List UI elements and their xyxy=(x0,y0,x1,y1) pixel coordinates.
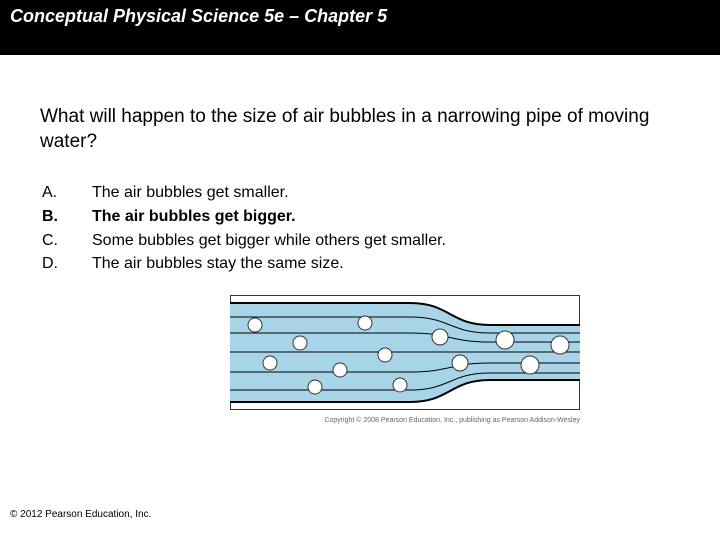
option-text: The air bubbles stay the same size. xyxy=(92,253,472,275)
option-row: D.The air bubbles stay the same size. xyxy=(42,253,680,275)
option-row: B.The air bubbles get bigger. xyxy=(42,206,680,228)
header-title: Conceptual Physical Science 5e – Chapter… xyxy=(10,6,387,26)
option-row: C.Some bubbles get bigger while others g… xyxy=(42,230,680,252)
option-text: Some bubbles get bigger while others get… xyxy=(92,230,472,252)
option-row: A.The air bubbles get smaller. xyxy=(42,182,680,204)
page-copyright: © 2012 Pearson Education, Inc. xyxy=(10,509,151,520)
option-letter: A. xyxy=(42,182,92,204)
header-bar: Conceptual Physical Science 5e – Chapter… xyxy=(0,0,720,55)
pipe-svg xyxy=(230,295,580,410)
option-text: The air bubbles get bigger. xyxy=(92,206,472,228)
options-list: A.The air bubbles get smaller.B.The air … xyxy=(42,182,680,274)
option-letter: C. xyxy=(42,230,92,252)
pipe-diagram: Copyright © 2008 Pearson Education, Inc.… xyxy=(230,295,680,424)
option-letter: D. xyxy=(42,253,92,275)
figure-copyright: Copyright © 2008 Pearson Education, Inc.… xyxy=(230,417,580,424)
option-text: The air bubbles get smaller. xyxy=(92,182,472,204)
content-area: What will happen to the size of air bubb… xyxy=(0,55,720,424)
question-text: What will happen to the size of air bubb… xyxy=(40,105,680,154)
option-letter: B. xyxy=(42,206,92,228)
